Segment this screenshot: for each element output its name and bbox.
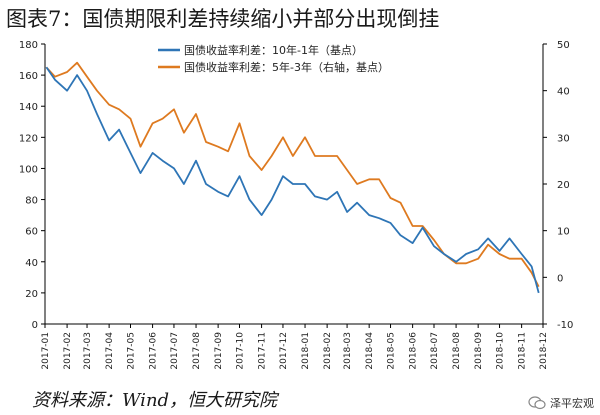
x-tick-label: 2017-02 bbox=[63, 332, 73, 370]
left-tick-label: 20 bbox=[25, 289, 38, 300]
legend-item-series-2: 国债收益率利差：5年-3年（右轴，基点） bbox=[158, 60, 389, 74]
x-tick-label: 2017-12 bbox=[279, 332, 289, 370]
x-tick-label: 2017-11 bbox=[258, 332, 268, 370]
legend-item-series-1: 国债收益率利差：10年-1年（基点） bbox=[158, 43, 363, 57]
left-tick-label: 160 bbox=[19, 71, 38, 82]
x-tick-label: 2018-10 bbox=[496, 332, 506, 370]
left-tick-label: 180 bbox=[19, 40, 38, 51]
x-tick-label: 2018-07 bbox=[430, 332, 440, 370]
right-tick-label: 50 bbox=[557, 40, 570, 51]
x-tick-label: 2018-02 bbox=[323, 332, 333, 370]
series-lines bbox=[45, 61, 540, 294]
left-tick-label: 120 bbox=[19, 133, 38, 144]
x-axis-ticks: 2017-01 2017-02 2017-03 2017-04 2017-05 2017-… bbox=[41, 324, 549, 370]
x-tick-label: 2018-11 bbox=[518, 332, 528, 370]
series-line-2 bbox=[45, 61, 540, 288]
x-tick-label: 2017-01 bbox=[41, 332, 51, 370]
x-tick-label: 2018-12 bbox=[539, 332, 549, 370]
right-tick-label: 30 bbox=[557, 133, 570, 144]
watermark: 泽平宏观 bbox=[528, 394, 594, 412]
x-tick-label: 2017-06 bbox=[149, 332, 159, 370]
left-tick-label: 140 bbox=[19, 102, 38, 113]
right-tick-label: 0 bbox=[557, 273, 563, 284]
legend: 国债收益率利差：10年-1年（基点） 国债收益率利差：5年-3年（右轴，基点） bbox=[158, 43, 389, 74]
x-tick-label: 2017-03 bbox=[83, 332, 93, 370]
chart-title: 图表7：国债期限利差持续缩小并部分出现倒挂 bbox=[6, 7, 440, 31]
x-tick-label: 2017-08 bbox=[192, 332, 202, 370]
legend-label-series-2: 国债收益率利差：5年-3年（右轴，基点） bbox=[184, 60, 389, 74]
wechat-icon bbox=[528, 396, 546, 410]
legend-label-series-1: 国债收益率利差：10年-1年（基点） bbox=[184, 43, 363, 57]
x-tick-label: 2017-07 bbox=[170, 332, 180, 370]
watermark-text: 泽平宏观 bbox=[550, 397, 594, 410]
right-tick-label: 40 bbox=[557, 87, 570, 98]
right-tick-label: 20 bbox=[557, 180, 570, 191]
x-tick-label: 2018-05 bbox=[387, 332, 397, 370]
x-tick-label: 2017-10 bbox=[235, 332, 245, 370]
right-tick-label: 10 bbox=[557, 227, 570, 238]
x-tick-label: 2018-03 bbox=[343, 332, 353, 370]
right-axis-ticks: -10 0 10 20 30 40 50 bbox=[543, 40, 573, 331]
x-tick-label: 2018-04 bbox=[365, 332, 375, 370]
right-tick-label: -10 bbox=[557, 320, 573, 331]
left-axis-ticks: 0 20 40 60 80 100 120 140 160 180 bbox=[19, 40, 45, 331]
x-tick-label: 2017-05 bbox=[126, 332, 136, 370]
x-tick-label: 2017-04 bbox=[105, 332, 115, 370]
left-tick-label: 40 bbox=[25, 258, 38, 269]
x-tick-label: 2017-09 bbox=[214, 332, 224, 370]
left-tick-label: 0 bbox=[32, 320, 38, 331]
left-tick-label: 100 bbox=[19, 164, 38, 175]
left-tick-label: 60 bbox=[25, 227, 38, 238]
x-tick-label: 2018-06 bbox=[409, 332, 419, 370]
source-note: 资料来源：Wind，恒大研究院 bbox=[32, 390, 278, 411]
series-line-1 bbox=[45, 66, 540, 294]
x-tick-label: 2018-09 bbox=[474, 332, 484, 370]
x-tick-label: 2018-01 bbox=[301, 332, 311, 370]
left-tick-label: 80 bbox=[25, 196, 38, 207]
x-tick-label: 2018-08 bbox=[452, 332, 462, 370]
